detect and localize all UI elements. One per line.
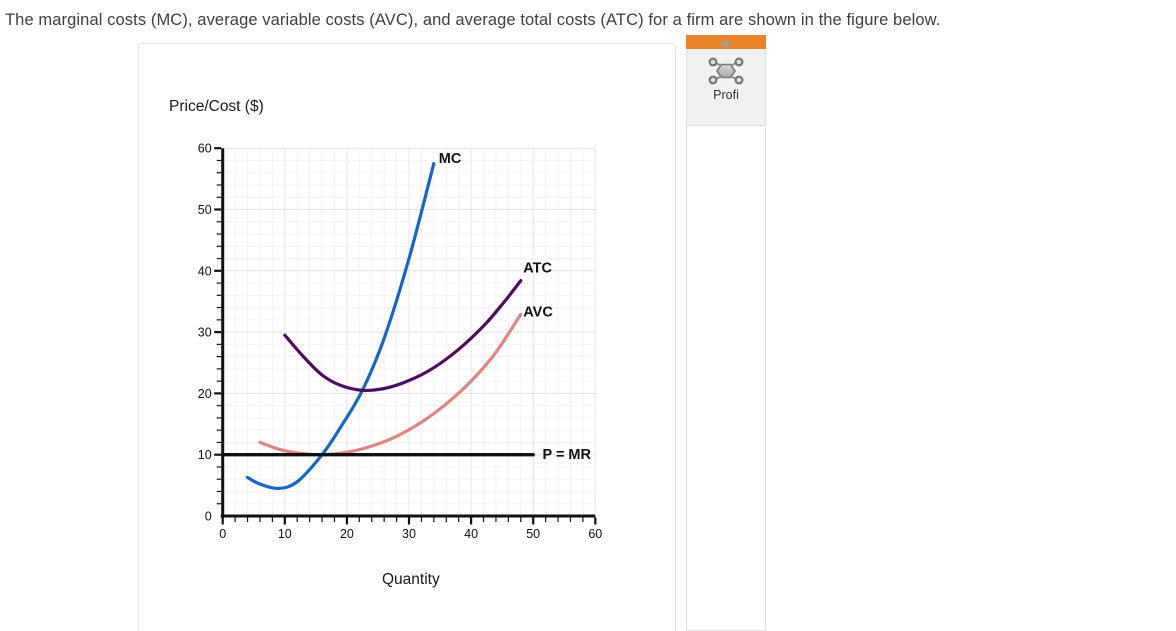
curve-label-P=MR: P = MR: [543, 447, 592, 463]
x-tick-label: 40: [464, 527, 478, 541]
profit-tool-button[interactable]: Profi: [687, 49, 765, 126]
curve-label-ATC: ATC: [523, 261, 552, 277]
x-tick-label: 50: [526, 527, 540, 541]
x-tick-label: 10: [278, 527, 292, 541]
panel-collapse-bar[interactable]: [686, 35, 766, 49]
y-tick-label: 50: [198, 203, 212, 217]
y-tick-label: 0: [205, 510, 212, 524]
y-tick-label: 20: [198, 387, 212, 401]
series-MC: [245, 161, 436, 491]
x-tick-label: 60: [588, 527, 602, 541]
series-ATC: [283, 279, 523, 393]
tick-labels: 0 10 20 30 40 50 60 0 10 20 30 40 50 60: [198, 142, 603, 541]
y-tick-label: 10: [198, 448, 212, 462]
grid: [222, 147, 596, 516]
x-axis-title: Quantity: [382, 571, 440, 588]
series-AVC: [258, 312, 523, 457]
axes: [220, 148, 596, 518]
collapse-arrow-icon[interactable]: [720, 38, 732, 46]
profit-tool-panel: Profi: [686, 35, 766, 631]
question-text: The marginal costs (MC), average variabl…: [5, 11, 941, 29]
y-axis-title: Price/Cost ($): [169, 98, 264, 115]
y-tick-label: 30: [198, 326, 212, 340]
profit-tool-label: Profi: [713, 88, 739, 102]
figure-card: Price/Cost ($) 0 10 20 30 40 50 60 0 10 20 30 40 50 6…: [138, 43, 676, 631]
polygon-shape-icon: [708, 57, 744, 85]
curve-label-MC: MC: [439, 151, 462, 167]
x-tick-label: 20: [340, 527, 354, 541]
x-tick-label: 30: [402, 527, 416, 541]
y-tick-label: 40: [198, 264, 212, 278]
curve-label-AVC: AVC: [523, 304, 553, 320]
cost-curves-chart: 0 10 20 30 40 50 60 0 10 20 30 40 50 60 MC ATC AVC P = MR…: [198, 142, 603, 588]
axis-ticks: [214, 147, 597, 525]
x-tick-label: 0: [219, 527, 226, 541]
y-tick-label: 60: [198, 142, 212, 156]
